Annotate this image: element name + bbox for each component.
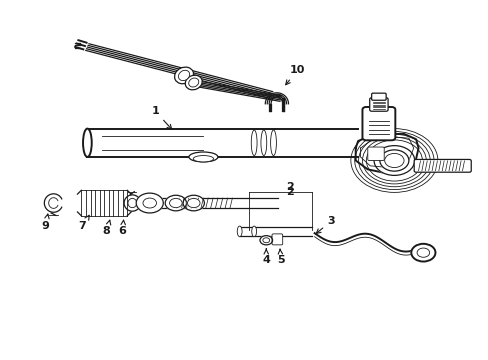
Ellipse shape — [188, 78, 198, 87]
Circle shape — [169, 198, 182, 208]
Circle shape — [142, 198, 156, 208]
Circle shape — [165, 195, 186, 211]
Circle shape — [362, 137, 426, 184]
Ellipse shape — [185, 75, 202, 90]
FancyBboxPatch shape — [413, 159, 470, 172]
Circle shape — [366, 140, 422, 181]
Ellipse shape — [251, 226, 256, 237]
Circle shape — [373, 145, 414, 175]
Circle shape — [187, 198, 200, 208]
FancyBboxPatch shape — [367, 147, 384, 161]
Ellipse shape — [174, 67, 193, 84]
Text: 1: 1 — [151, 106, 171, 129]
Text: 5: 5 — [276, 249, 284, 265]
FancyBboxPatch shape — [362, 107, 394, 140]
Ellipse shape — [237, 226, 242, 237]
Circle shape — [350, 129, 437, 192]
Circle shape — [410, 244, 435, 261]
Polygon shape — [355, 134, 418, 173]
Polygon shape — [360, 137, 413, 168]
Text: 9: 9 — [41, 214, 49, 231]
Text: 7: 7 — [79, 215, 89, 231]
Text: 6: 6 — [119, 220, 126, 237]
Text: 2: 2 — [286, 188, 294, 197]
Ellipse shape — [188, 152, 218, 162]
Circle shape — [136, 193, 163, 213]
Text: 10: 10 — [285, 65, 305, 85]
Circle shape — [416, 248, 429, 257]
Circle shape — [260, 236, 272, 245]
Ellipse shape — [178, 70, 189, 81]
FancyBboxPatch shape — [371, 93, 386, 100]
Circle shape — [384, 153, 403, 168]
Ellipse shape — [261, 130, 266, 156]
Ellipse shape — [193, 156, 213, 162]
Ellipse shape — [83, 129, 92, 157]
Circle shape — [263, 238, 269, 243]
Ellipse shape — [251, 130, 257, 156]
Circle shape — [379, 150, 408, 171]
FancyBboxPatch shape — [369, 98, 387, 111]
Text: 3: 3 — [316, 216, 335, 233]
FancyBboxPatch shape — [271, 234, 282, 245]
Text: 8: 8 — [102, 220, 110, 237]
Ellipse shape — [270, 130, 276, 156]
Circle shape — [183, 195, 204, 211]
Text: 4: 4 — [262, 249, 270, 265]
Circle shape — [354, 131, 433, 190]
Text: 2: 2 — [286, 182, 294, 192]
Circle shape — [358, 134, 429, 187]
